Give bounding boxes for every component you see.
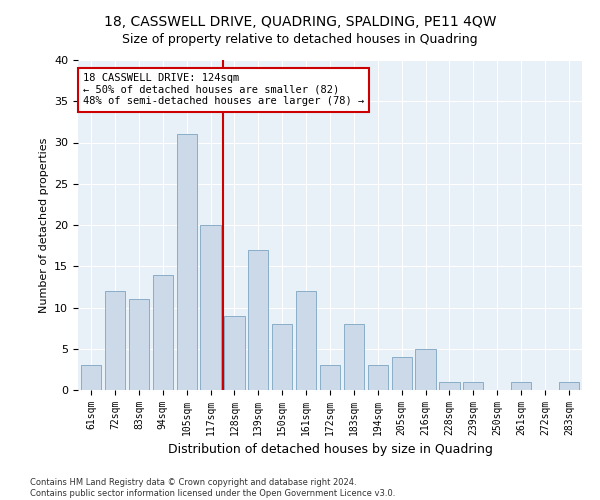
Bar (81, 365, 101, 390)
Bar (320, 365, 340, 390)
Text: Contains HM Land Registry data © Crown copyright and database right 2024.
Contai: Contains HM Land Registry data © Crown c… (30, 478, 395, 498)
Bar (368, 365, 388, 390)
Bar (439, 382, 460, 390)
Y-axis label: Number of detached properties: Number of detached properties (38, 138, 49, 312)
Bar (200, 225, 221, 390)
Bar (296, 291, 316, 390)
Bar (224, 316, 245, 390)
Bar (272, 324, 292, 390)
Text: 18 CASSWELL DRIVE: 124sqm
← 50% of detached houses are smaller (82)
48% of semi-: 18 CASSWELL DRIVE: 124sqm ← 50% of detac… (83, 73, 364, 106)
Text: Size of property relative to detached houses in Quadring: Size of property relative to detached ho… (122, 32, 478, 46)
Bar (511, 382, 531, 390)
Bar (152, 274, 173, 390)
Bar (176, 134, 197, 390)
Bar (463, 382, 484, 390)
Bar (344, 324, 364, 390)
Bar (415, 349, 436, 390)
Bar (248, 250, 268, 390)
Text: 18, CASSWELL DRIVE, QUADRING, SPALDING, PE11 4QW: 18, CASSWELL DRIVE, QUADRING, SPALDING, … (104, 15, 496, 29)
Bar (129, 299, 149, 390)
Bar (559, 382, 579, 390)
Bar (392, 357, 412, 390)
X-axis label: Distribution of detached houses by size in Quadring: Distribution of detached houses by size … (167, 444, 493, 456)
Bar (105, 291, 125, 390)
